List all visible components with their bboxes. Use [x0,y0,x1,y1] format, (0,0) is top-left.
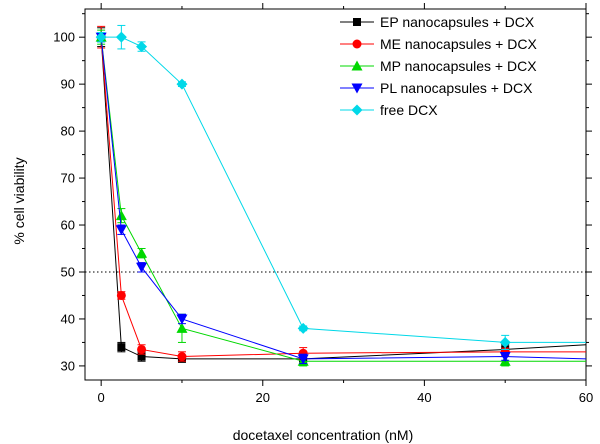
axes: 0 20 40 60 30 40 50 60 70 80 90 100 [53,3,593,405]
data-point [136,262,148,273]
legend-label: ME nanocapsules + DCX [380,36,537,52]
data-point [117,343,126,352]
data-point [351,83,363,94]
legend-label: EP nanocapsules + DCX [380,14,535,30]
y-tick-label: 50 [61,264,75,279]
plot-frame [84,8,587,381]
data-point [95,31,107,43]
y-tick-label: 60 [61,218,75,233]
data-point [499,352,511,363]
legend-label: PL nanocapsules + DCX [380,80,533,96]
data-point [137,344,147,354]
data-point [176,322,188,333]
legend: EP nanocapsules + DCX ME nanocapsules + D… [340,14,537,118]
data-point [353,18,361,26]
data-point [136,247,148,258]
data-point [115,31,127,43]
data-point [297,322,309,334]
legend-item-4: free DCX [340,102,438,118]
data-point [116,290,126,300]
data-point [351,104,363,116]
data-point [137,352,146,361]
legend-item-1: ME nanocapsules + DCX [340,36,537,52]
series-0 [97,27,587,363]
y-tick-label: 90 [61,77,75,92]
legend-label: free DCX [380,102,438,118]
data-point [351,60,363,71]
legend-item-2: MP nanocapsules + DCX [340,58,537,74]
x-tick-label: 40 [417,390,431,405]
data-point [176,78,188,90]
data-point [136,41,148,53]
data-point [176,314,188,325]
data-point [297,354,309,365]
legend-label: MP nanocapsules + DCX [380,58,537,74]
legend-item-0: EP nanocapsules + DCX [340,14,535,30]
y-axis-title: % cell viability [11,157,27,244]
x-axis-title: docetaxel concentration (nM) [233,427,414,443]
data-point [177,352,187,362]
y-tick-label: 30 [61,358,75,373]
data-point [499,336,511,348]
y-tick-label: 40 [61,311,75,326]
x-tick-label: 20 [256,390,270,405]
x-tick-label: 0 [98,390,105,405]
y-tick-label: 100 [53,30,75,45]
series-group [95,24,587,367]
x-tick-label: 60 [579,390,593,405]
series-4 [95,24,586,350]
y-tick-label: 70 [61,171,75,186]
data-point [352,39,362,49]
data-point [115,210,127,221]
series-1 [96,25,586,362]
y-tick-label: 80 [61,124,75,139]
data-point [115,225,127,236]
legend-item-3: PL nanocapsules + DCX [340,80,533,96]
